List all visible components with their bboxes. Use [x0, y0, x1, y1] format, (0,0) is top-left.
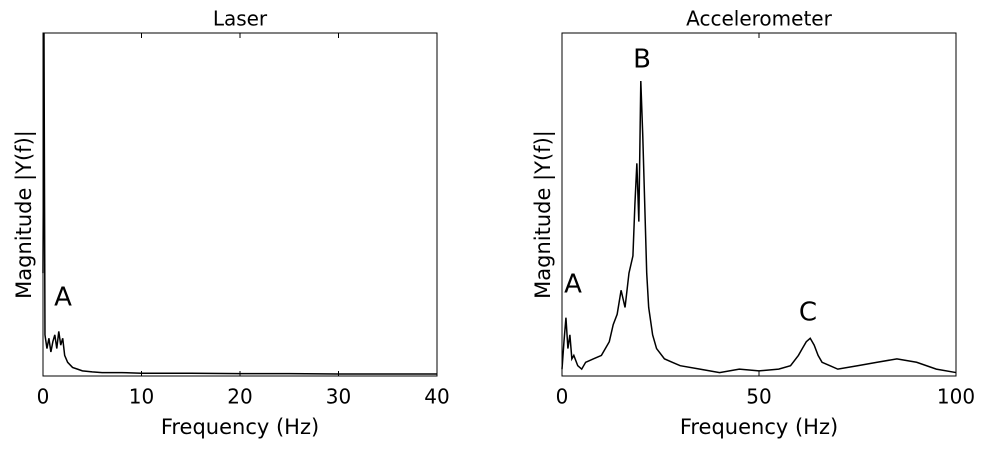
x-tick-label: 20 [227, 385, 252, 409]
x-tick-label: 40 [424, 385, 449, 409]
y-axis-label: Magnitude |Y(f)| [531, 130, 556, 299]
x-tick-label: 10 [129, 385, 154, 409]
x-axis-label: Frequency (Hz) [161, 415, 319, 439]
annotation: B [633, 45, 651, 75]
x-axis-label: Frequency (Hz) [680, 415, 838, 439]
x-tick-label: 50 [746, 385, 771, 409]
annotation: C [799, 298, 817, 328]
x-tick-label: 0 [556, 385, 569, 409]
spectrum-line [561, 80, 957, 374]
x-tick-label: 30 [326, 385, 351, 409]
chart-title: Accelerometer [686, 7, 832, 31]
plot-frame [561, 32, 957, 377]
y-axis-label: Magnitude |Y(f)| [12, 130, 37, 299]
spectrum-line [42, 32, 437, 375]
annotation: A [564, 270, 582, 300]
plot-frame [42, 32, 438, 377]
x-tick-label: 100 [937, 385, 975, 409]
chart-title: Laser [213, 7, 268, 31]
x-tick-label: 0 [37, 385, 50, 409]
annotation: A [54, 283, 72, 313]
